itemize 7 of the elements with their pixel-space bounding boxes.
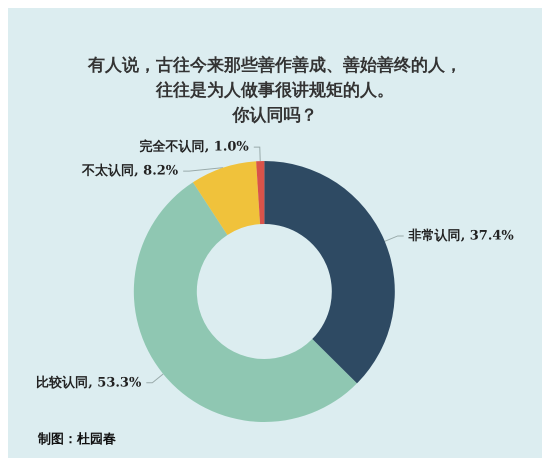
text: 制图：杜园春 — [37, 432, 116, 447]
chart-subtitle: 你认同吗？ — [232, 106, 318, 126]
slice-label: 完全不认同, 1.0% — [140, 138, 250, 155]
slice-label: 比较认同, 53.3% — [36, 374, 142, 390]
slice-label: 非常认同, 37.4% — [408, 228, 514, 244]
chart-title: 有人说，古往今来那些善作善成、善始善终的人，往往是为人做事很讲规矩的人。 — [87, 54, 462, 100]
slice-label: 不太认同, 8.2% — [81, 164, 179, 179]
